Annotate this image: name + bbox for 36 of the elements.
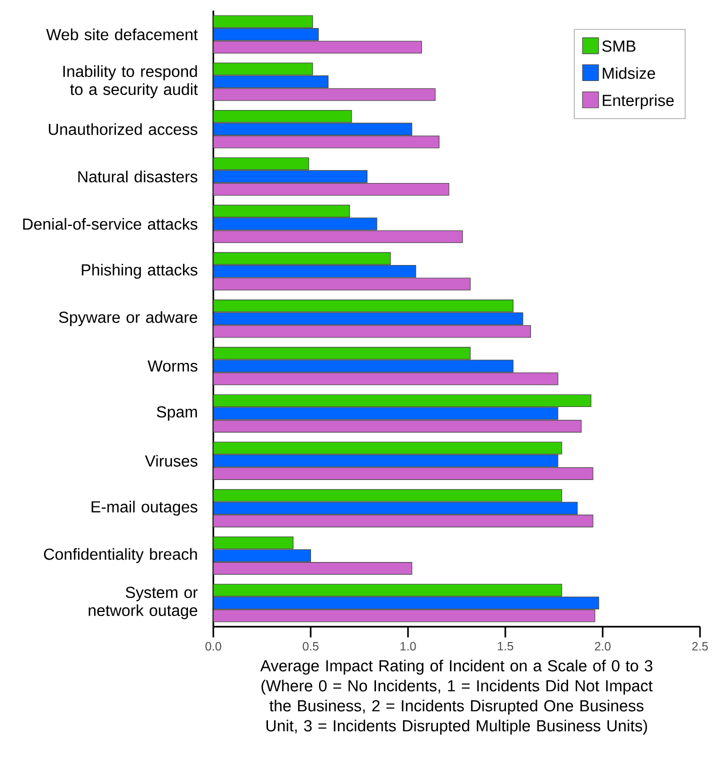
x-tick-label: 0.5 bbox=[302, 642, 319, 651]
bar bbox=[213, 407, 558, 420]
y-tick-label: E-mail outages bbox=[92, 500, 198, 516]
y-tick-label: Worms bbox=[148, 360, 198, 372]
bar bbox=[213, 502, 578, 515]
bar bbox=[213, 28, 319, 41]
x-tick-label: 0.0 bbox=[206, 642, 222, 651]
y-tick-label: Spyware or adware bbox=[59, 311, 198, 326]
bar bbox=[213, 170, 368, 183]
bar bbox=[213, 549, 312, 562]
y-tick-label: System or network outage bbox=[88, 586, 198, 620]
y-tick-label: Web site defacement bbox=[46, 28, 198, 40]
bar bbox=[213, 454, 558, 468]
bar bbox=[213, 360, 514, 372]
bar bbox=[213, 596, 600, 610]
y-tick-label: Confidentiality breach bbox=[44, 548, 197, 564]
bar bbox=[213, 75, 329, 88]
bar bbox=[213, 218, 378, 230]
legend-label: Midsize bbox=[602, 67, 656, 79]
bar bbox=[213, 312, 524, 326]
legend-label: Enterprise bbox=[602, 94, 674, 110]
y-tick-label: Inability to respond to a security audit bbox=[63, 65, 198, 98]
y-tick-label: Spam bbox=[156, 406, 197, 421]
y-tick-label: Denial-of-service attacks bbox=[23, 218, 198, 230]
bar bbox=[213, 264, 416, 278]
x-tick-label: 1.0 bbox=[400, 642, 416, 651]
x-tick-label: 2.5 bbox=[692, 642, 708, 651]
x-tick-label: 1.5 bbox=[498, 642, 514, 650]
x-axis-title: Average Impact Rating of Incident on a Scale of 0 to 3 (Where 0 = No Incidents, 1 = Incidents Did Not Impact the Business, 2 = Incidents Disrupted One Business Unit, 3 = Incidents Disrupted Multiple Business Units) bbox=[260, 660, 653, 735]
bar bbox=[213, 122, 412, 136]
x-tick-label: 2.0 bbox=[595, 642, 611, 651]
y-tick-label: Viruses bbox=[145, 454, 198, 467]
legend-label: SMB bbox=[602, 40, 636, 52]
y-tick-label: Natural disasters bbox=[78, 170, 198, 182]
y-tick-label: Phishing attacks bbox=[82, 264, 198, 279]
y-tick-label: Unauthorized access bbox=[48, 123, 198, 135]
